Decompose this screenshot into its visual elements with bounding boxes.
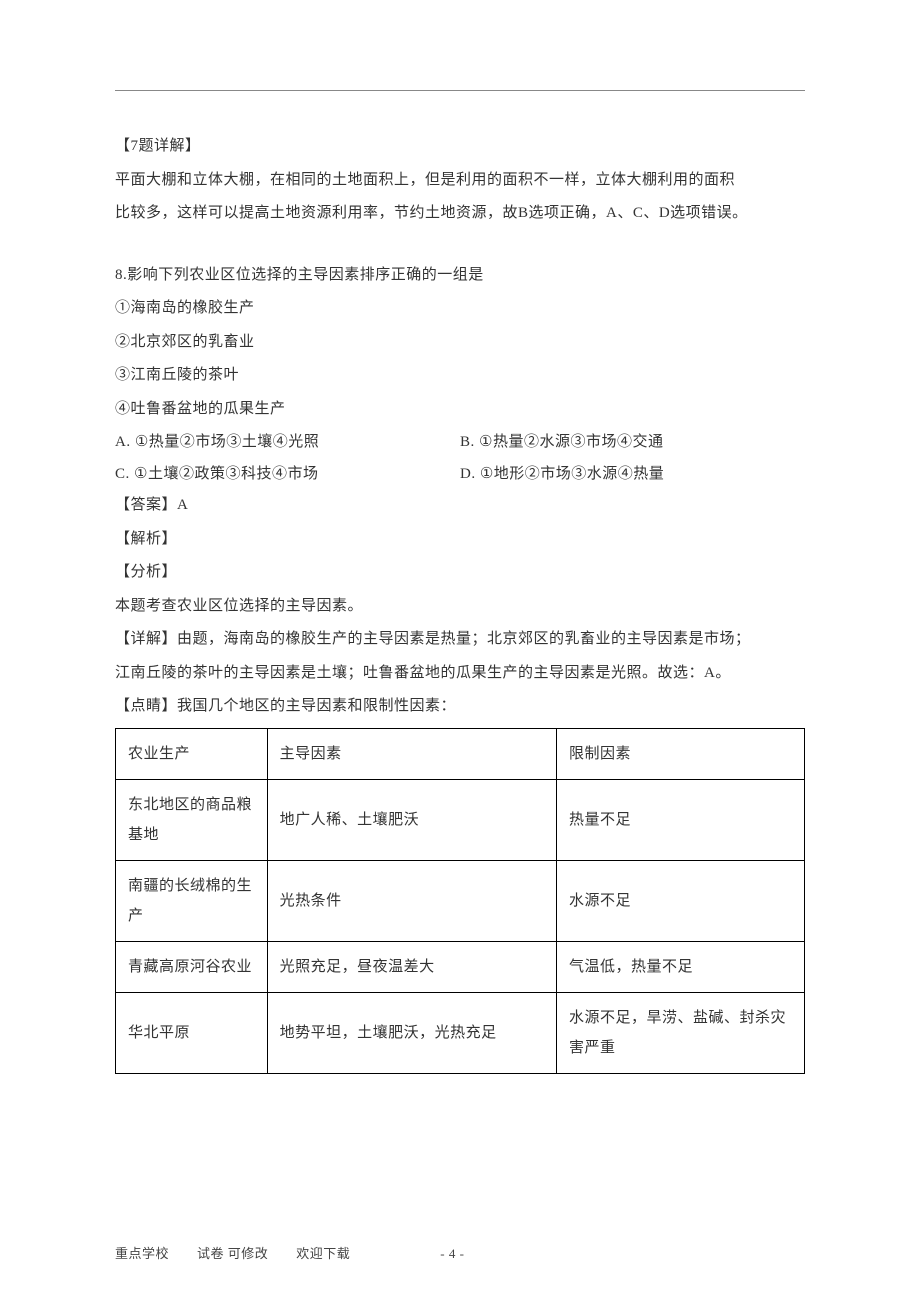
q8-jiexi: 【解析】	[115, 524, 805, 556]
th-limit: 限制因素	[556, 728, 804, 779]
footer-text2: 试卷 可修改	[197, 1246, 268, 1261]
q8-fenxi: 【分析】	[115, 557, 805, 589]
cell: 东北地区的商品粮基地	[116, 779, 268, 860]
q8-item1: ①海南岛的橡胶生产	[115, 293, 805, 325]
th-dominant: 主导因素	[267, 728, 556, 779]
q8-option-b: B. ①热量②水源③市场④交通	[460, 427, 805, 459]
footer-text1: 重点学校	[115, 1246, 169, 1261]
cell: 光照充足，昼夜温差大	[267, 941, 556, 992]
q8-answer: 【答案】A	[115, 490, 805, 522]
cell: 南疆的长绒棉的生产	[116, 860, 268, 941]
cell: 青藏高原河谷农业	[116, 941, 268, 992]
page-footer: 重点学校 试卷 可修改 欢迎下载 - 4 -	[115, 1243, 464, 1262]
section7-body-line1: 平面大棚和立体大棚，在相同的土地面积上，但是利用的面积不一样，立体大棚利用的面积	[115, 165, 805, 197]
header-divider	[115, 90, 805, 91]
footer-text3: 欢迎下载	[296, 1246, 350, 1261]
factors-table: 农业生产 主导因素 限制因素 东北地区的商品粮基地 地广人稀、土壤肥沃 热量不足…	[115, 728, 805, 1074]
q8-options-row2: C. ①土壤②政策③科技④市场 D. ①地形②市场③水源④热量	[115, 459, 805, 491]
table-row: 南疆的长绒棉的生产 光热条件 水源不足	[116, 860, 805, 941]
q8-fenxi-body: 本题考查农业区位选择的主导因素。	[115, 591, 805, 623]
cell: 华北平原	[116, 992, 268, 1073]
q8-stem: 8.影响下列农业区位选择的主导因素排序正确的一组是	[115, 260, 805, 292]
cell: 气温低，热量不足	[556, 941, 804, 992]
section7-title: 【7题详解】	[115, 131, 805, 163]
q8-option-d: D. ①地形②市场③水源④热量	[460, 459, 805, 491]
q8-option-a: A. ①热量②市场③土壤④光照	[115, 427, 460, 459]
cell: 水源不足，旱涝、盐碱、封杀灾害严重	[556, 992, 804, 1073]
table-row: 青藏高原河谷农业 光照充足，昼夜温差大 气温低，热量不足	[116, 941, 805, 992]
cell: 水源不足	[556, 860, 804, 941]
q8-item2: ②北京郊区的乳畜业	[115, 327, 805, 359]
q8-option-c: C. ①土壤②政策③科技④市场	[115, 459, 460, 491]
q8-options-row1: A. ①热量②市场③土壤④光照 B. ①热量②水源③市场④交通	[115, 427, 805, 459]
cell: 地势平坦，土壤肥沃，光热充足	[267, 992, 556, 1073]
th-production: 农业生产	[116, 728, 268, 779]
cell: 光热条件	[267, 860, 556, 941]
q8-dianjing: 【点睛】我国几个地区的主导因素和限制性因素：	[115, 691, 805, 723]
table-header-row: 农业生产 主导因素 限制因素	[116, 728, 805, 779]
table-row: 华北平原 地势平坦，土壤肥沃，光热充足 水源不足，旱涝、盐碱、封杀灾害严重	[116, 992, 805, 1073]
q8-item3: ③江南丘陵的茶叶	[115, 360, 805, 392]
cell: 地广人稀、土壤肥沃	[267, 779, 556, 860]
q8-item4: ④吐鲁番盆地的瓜果生产	[115, 394, 805, 426]
section7-body-line2: 比较多，这样可以提高土地资源利用率，节约土地资源，故B选项正确，A、C、D选项错…	[115, 198, 805, 230]
footer-page: - 4 -	[440, 1246, 464, 1261]
q8-xiangjie-l1: 【详解】由题，海南岛的橡胶生产的主导因素是热量；北京郊区的乳畜业的主导因素是市场…	[115, 624, 805, 656]
cell: 热量不足	[556, 779, 804, 860]
table-row: 东北地区的商品粮基地 地广人稀、土壤肥沃 热量不足	[116, 779, 805, 860]
q8-xiangjie-l2: 江南丘陵的茶叶的主导因素是土壤；吐鲁番盆地的瓜果生产的主导因素是光照。故选：A。	[115, 658, 805, 690]
